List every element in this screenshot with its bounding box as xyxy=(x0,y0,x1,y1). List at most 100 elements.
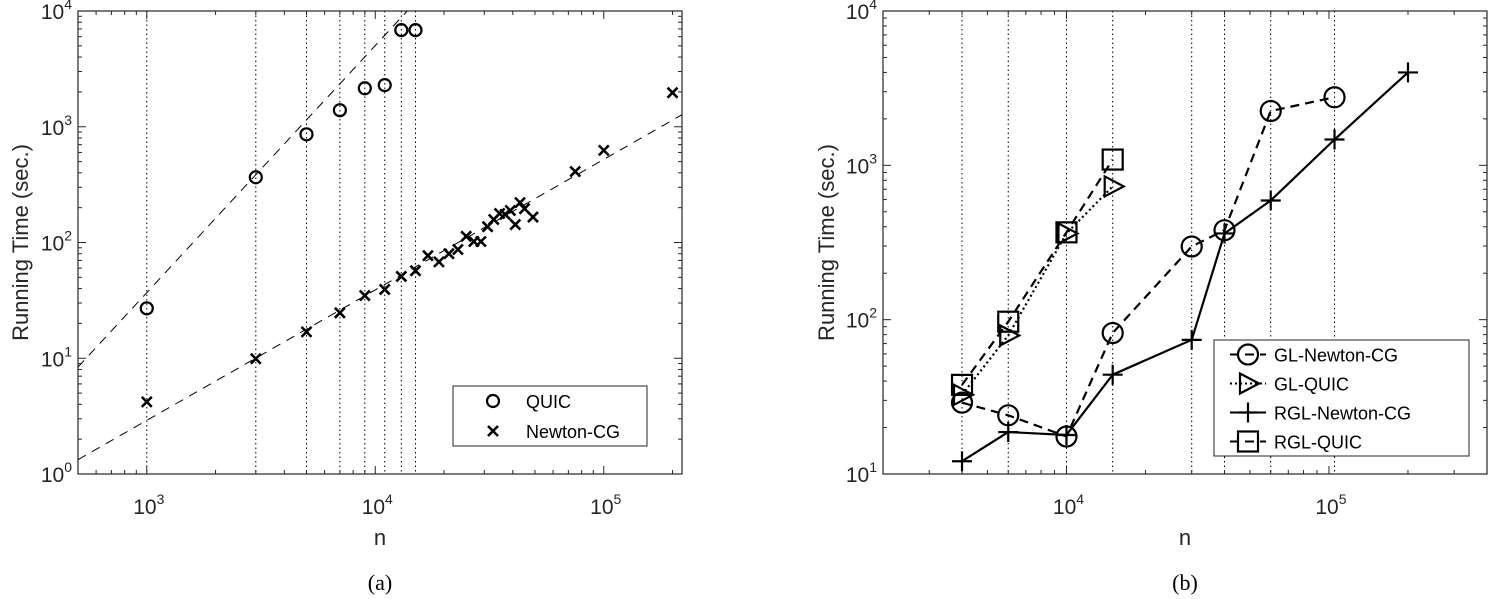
y-tick-label: 102 xyxy=(41,228,72,256)
y-tick-label: 102 xyxy=(846,305,877,333)
plot-content xyxy=(78,11,682,461)
circle-marker-icon xyxy=(357,81,372,96)
series-line xyxy=(961,185,1114,396)
plus-marker-icon xyxy=(1397,62,1418,83)
x-tick-label: 103 xyxy=(133,491,164,519)
triangle-right-marker-icon xyxy=(1057,221,1080,246)
circle-marker-icon xyxy=(1323,86,1346,109)
plus-marker-icon xyxy=(1238,402,1258,423)
circle-marker-icon xyxy=(377,77,392,93)
chart-panel-b: 104 105 101 102 103 104 n Running Time (sec.) (b… xyxy=(814,0,1488,595)
x-marker-icon xyxy=(422,249,434,262)
fit-line xyxy=(78,11,408,368)
plus-marker-icon xyxy=(1181,329,1202,350)
x-marker-icon xyxy=(475,235,487,248)
x-marker-icon xyxy=(527,211,539,223)
x-marker-icon xyxy=(300,325,313,338)
x-tick-label: 104 xyxy=(362,491,393,519)
circle-marker-icon xyxy=(248,170,263,185)
x-marker-icon xyxy=(433,255,445,268)
circle-marker-icon xyxy=(1259,99,1282,123)
x-axis-label: n xyxy=(1179,525,1191,550)
panel-caption: (b) xyxy=(1172,570,1198,595)
fit-line xyxy=(78,114,682,461)
x-marker-icon xyxy=(504,204,517,217)
x-marker-icon xyxy=(460,230,473,243)
y-tick-label: 104 xyxy=(41,0,72,24)
plot-area-frame xyxy=(882,10,1488,475)
y-tick-label: 100 xyxy=(41,459,72,487)
chart-panel-a: 103 104 105 100 101 102 103 104 n Running Time (s… xyxy=(8,0,683,595)
y-axis-label: Running Time (sec.) xyxy=(8,144,33,341)
x-marker-icon xyxy=(378,283,391,296)
circle-marker-icon xyxy=(1101,321,1124,345)
circle-marker-icon xyxy=(394,22,409,38)
triangle-right-marker-icon xyxy=(1238,371,1262,396)
x-tick-label: 105 xyxy=(1315,491,1346,519)
x-marker-icon xyxy=(442,247,455,260)
y-tick-label: 101 xyxy=(41,343,72,371)
circle-marker-icon xyxy=(299,127,314,142)
circle-marker-icon xyxy=(332,103,347,118)
legend-box xyxy=(452,385,648,447)
legend-label: RGL-QUIC xyxy=(1274,433,1362,453)
x-marker-icon xyxy=(666,86,679,99)
legend: GL-Newton-CG GL-QUIC RGL-Newton-CG RGL-QUIC xyxy=(1213,339,1470,457)
plus-marker-icon xyxy=(1324,129,1345,150)
series-line xyxy=(961,96,1335,438)
x-marker-icon xyxy=(509,218,522,231)
plus-marker-icon xyxy=(1260,190,1281,211)
y-axis-label: Running Time (sec.) xyxy=(814,144,839,341)
x-tick-label: 105 xyxy=(590,491,621,519)
square-marker-icon xyxy=(1236,430,1260,453)
plus-marker-icon xyxy=(1056,424,1077,445)
axis-ticks xyxy=(77,10,682,475)
plot-content xyxy=(950,62,1418,472)
x-marker-icon xyxy=(358,289,371,302)
triangle-right-marker-icon xyxy=(1103,174,1127,199)
x-marker-icon xyxy=(569,165,582,178)
legend-label: Newton-CG xyxy=(526,422,620,442)
series-gl-quic xyxy=(952,174,1127,407)
y-tick-label: 101 xyxy=(846,459,877,487)
series-rgl-newton-cg xyxy=(952,62,1418,472)
y-tick-label: 103 xyxy=(41,112,72,140)
x-marker-icon xyxy=(518,202,531,215)
panel-caption: (a) xyxy=(368,570,392,595)
x-marker-icon xyxy=(487,425,499,437)
square-marker-icon xyxy=(950,373,974,396)
grid-lines xyxy=(146,11,417,474)
square-marker-icon xyxy=(1055,221,1078,244)
x-marker-icon xyxy=(597,144,610,157)
triangle-right-marker-icon xyxy=(999,323,1022,348)
series-newton-cg xyxy=(78,86,682,461)
square-marker-icon xyxy=(997,310,1020,333)
legend: QUIC Newton-CG xyxy=(452,385,648,447)
circle-marker-icon xyxy=(1236,343,1260,366)
square-marker-icon xyxy=(1101,148,1124,171)
x-marker-icon xyxy=(333,306,346,319)
legend-label: QUIC xyxy=(526,392,571,412)
circle-marker-icon xyxy=(485,393,501,409)
x-marker-icon xyxy=(140,395,153,408)
legend-label: GL-QUIC xyxy=(1274,375,1349,395)
x-marker-icon xyxy=(452,243,464,256)
circle-marker-icon xyxy=(1180,235,1203,258)
x-marker-icon xyxy=(409,264,422,277)
legend-label: GL-Newton-CG xyxy=(1274,346,1398,366)
x-axis-label: n xyxy=(374,525,386,550)
legend-label: RGL-Newton-CG xyxy=(1274,404,1411,424)
x-marker-icon xyxy=(249,352,262,365)
plus-marker-icon xyxy=(952,451,973,472)
plus-marker-icon xyxy=(1214,223,1235,244)
circle-marker-icon xyxy=(139,301,154,316)
circle-marker-icon xyxy=(950,391,974,414)
plus-marker-icon xyxy=(998,422,1019,443)
series-rgl-quic xyxy=(950,148,1124,396)
plus-marker-icon xyxy=(1102,364,1123,385)
circle-marker-icon xyxy=(408,22,423,38)
x-tick-label: 104 xyxy=(1053,491,1084,519)
x-marker-icon xyxy=(395,270,408,283)
axis-ticks xyxy=(882,10,1488,475)
